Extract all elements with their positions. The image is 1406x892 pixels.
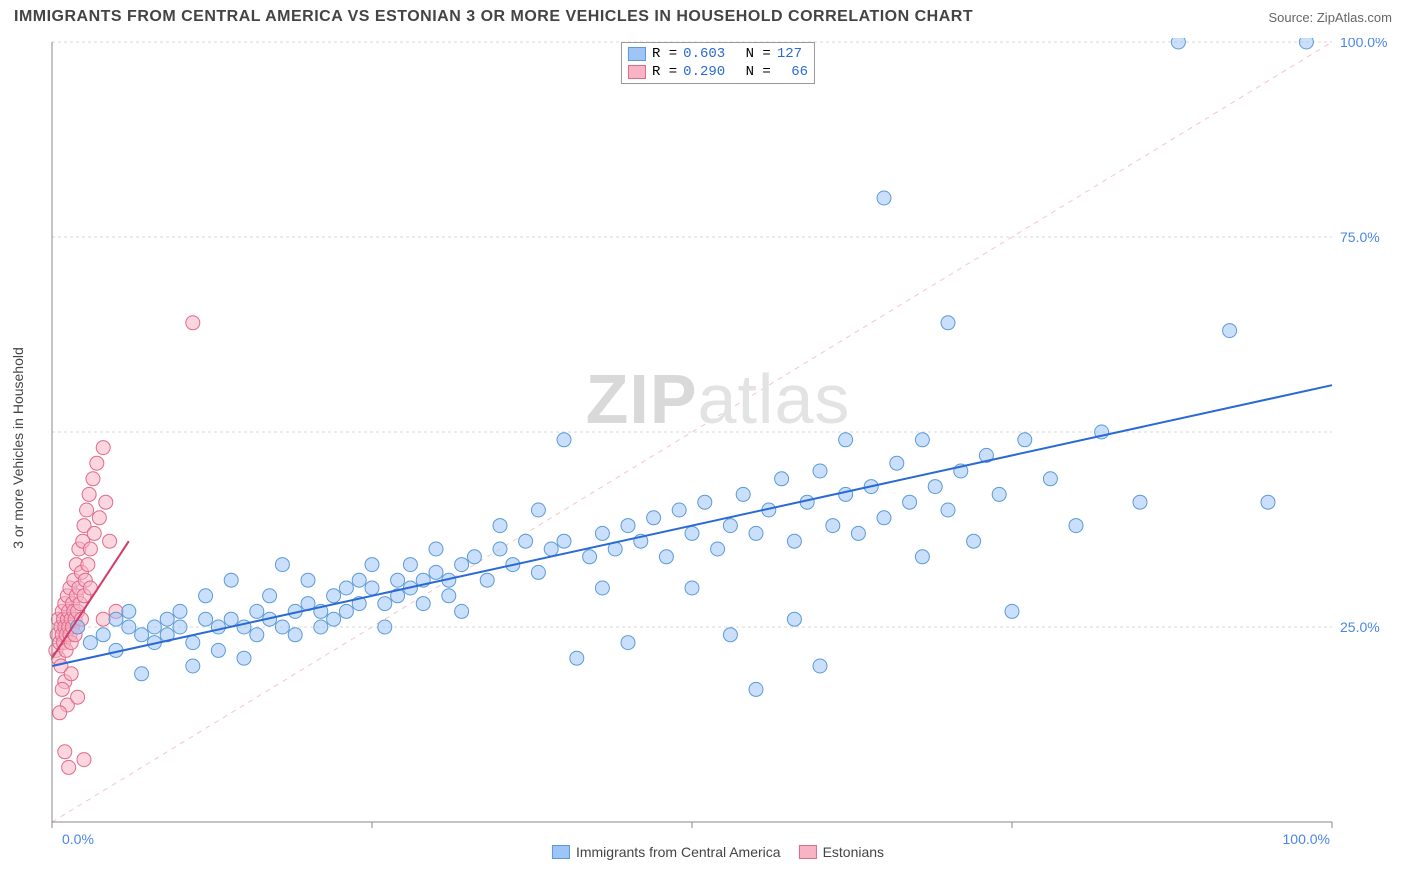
swatch-series-2b [799, 845, 817, 859]
chart-header: IMMIGRANTS FROM CENTRAL AMERICA VS ESTON… [0, 0, 1406, 32]
legend-N-label: N = [746, 64, 771, 80]
legend-item-1-label: Immigrants from Central America [576, 844, 781, 860]
source-label: Source: [1268, 10, 1316, 25]
plot-container: 3 or more Vehicles in Household 0.0%100.… [44, 38, 1392, 858]
legend-item-2-label: Estonians [823, 844, 884, 860]
chart-source: Source: ZipAtlas.com [1268, 10, 1392, 25]
legend-N-value-2: 66 [791, 64, 808, 80]
legend-row-series-1: R = 0.603 N = 127 [628, 45, 808, 63]
legend-item-1: Immigrants from Central America [552, 844, 781, 860]
legend-R-value-2: 0.290 [683, 64, 725, 80]
legend-N-value-1: 127 [777, 46, 802, 62]
legend-series: Immigrants from Central America Estonian… [552, 844, 884, 860]
swatch-series-2 [628, 65, 646, 79]
svg-text:0.0%: 0.0% [62, 831, 94, 847]
legend-item-2: Estonians [799, 844, 884, 860]
chart-title: IMMIGRANTS FROM CENTRAL AMERICA VS ESTON… [14, 8, 973, 26]
legend-R-label: R = [652, 64, 677, 80]
legend-R-label: R = [652, 46, 677, 62]
svg-text:75.0%: 75.0% [1340, 229, 1380, 245]
legend-correlation: R = 0.603 N = 127 R = 0.290 N = 66 [621, 42, 815, 84]
swatch-series-1 [628, 47, 646, 61]
scatter-plot: 0.0% 100.0% 25.0% 75.0% 100.0% [44, 38, 1392, 858]
swatch-series-1b [552, 845, 570, 859]
svg-text:25.0%: 25.0% [1340, 619, 1380, 635]
svg-text:100.0%: 100.0% [1283, 831, 1330, 847]
legend-R-value-1: 0.603 [683, 46, 725, 62]
y-axis-label: 3 or more Vehicles in Household [10, 347, 26, 549]
legend-N-label: N = [746, 46, 771, 62]
legend-row-series-2: R = 0.290 N = 66 [628, 63, 808, 81]
svg-text:100.0%: 100.0% [1340, 38, 1387, 50]
source-value: ZipAtlas.com [1317, 10, 1392, 25]
